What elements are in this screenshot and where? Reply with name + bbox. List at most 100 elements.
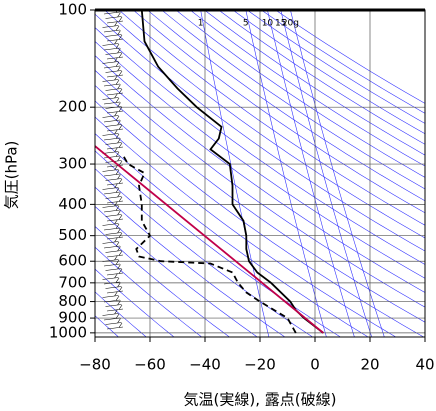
wind-barb xyxy=(103,259,121,267)
dry-adiabat xyxy=(95,246,202,337)
mixing-ratio-line xyxy=(267,10,355,337)
wind-barb xyxy=(105,48,122,55)
dry-adiabat xyxy=(161,10,425,190)
y-tick-label: 600 xyxy=(58,252,87,270)
dry-adiabat xyxy=(95,55,425,293)
wind-barb xyxy=(105,120,122,127)
wind-barb xyxy=(103,277,121,285)
x-axis-label: 気温(実線), 露点(破線) xyxy=(184,391,337,409)
wind-barb xyxy=(102,183,119,190)
profiles xyxy=(95,10,324,334)
dry-adiabat xyxy=(95,69,425,308)
wind-barb xyxy=(105,264,122,271)
profile-line xyxy=(121,153,297,334)
dry-adiabat xyxy=(261,10,425,114)
wind-barb xyxy=(103,205,121,213)
wind-barb xyxy=(103,151,121,159)
wind-barb xyxy=(105,192,122,199)
wind-barb xyxy=(105,282,122,289)
dry-adiabat xyxy=(95,133,369,337)
dry-adiabat xyxy=(118,10,425,226)
wind-barb xyxy=(102,255,119,262)
wind-barbs xyxy=(102,10,124,330)
wind-barb xyxy=(102,129,119,136)
wind-barb xyxy=(102,291,119,298)
wind-barb xyxy=(102,201,119,208)
wind-barb xyxy=(102,273,119,280)
x-tick-label: 0 xyxy=(310,356,320,374)
dry-adiabat xyxy=(275,10,425,104)
wind-barb xyxy=(106,322,124,330)
y-tick-label: 400 xyxy=(58,195,87,213)
wind-barb xyxy=(102,309,119,316)
y-tick-label: 300 xyxy=(58,155,87,173)
wind-barb xyxy=(106,124,124,132)
dry-adiabat xyxy=(95,226,230,337)
wind-barb xyxy=(103,241,121,249)
wind-barb xyxy=(105,102,122,109)
wind-barb xyxy=(102,93,119,100)
wind-barb xyxy=(106,214,124,222)
wind-barb xyxy=(106,52,124,60)
wind-barb xyxy=(102,165,119,172)
wind-barb xyxy=(103,25,121,33)
wind-barb xyxy=(106,268,124,276)
dry-adiabat xyxy=(218,10,425,145)
dry-adiabat xyxy=(133,10,425,214)
dry-adiabat xyxy=(95,205,258,337)
dry-adiabat xyxy=(189,10,425,167)
wind-barb xyxy=(106,250,124,258)
dry-adiabat xyxy=(95,116,396,337)
wind-barb xyxy=(103,61,121,69)
wind-barb xyxy=(105,66,122,73)
dry-adiabat xyxy=(95,84,425,323)
wind-barb xyxy=(102,57,119,64)
x-tick-label: 20 xyxy=(360,356,379,374)
wind-barb xyxy=(105,300,122,307)
wind-barb xyxy=(106,160,124,168)
dry-adiabat xyxy=(147,10,425,202)
y-tick-label: 200 xyxy=(58,98,87,116)
wind-barb xyxy=(106,142,124,150)
mixing-ratio-line xyxy=(280,10,372,337)
dry-adiabat xyxy=(95,13,425,252)
wind-barb xyxy=(103,187,121,195)
wind-barb xyxy=(105,210,122,217)
wind-barb xyxy=(103,169,121,177)
x-tick-label: −80 xyxy=(79,356,111,374)
wind-barb xyxy=(106,70,124,78)
y-tick-label: 900 xyxy=(58,309,87,327)
dry-adiabat xyxy=(232,10,425,135)
wind-barb xyxy=(106,304,124,312)
wind-barb xyxy=(105,30,122,37)
dry-adiabat xyxy=(95,268,175,337)
wind-barb xyxy=(105,246,122,253)
x-tick-label: 40 xyxy=(415,356,434,374)
wind-barb xyxy=(106,88,124,96)
profile-line xyxy=(140,10,324,334)
dry-adiabat xyxy=(95,150,341,337)
wind-barb xyxy=(106,232,124,240)
wind-barb xyxy=(106,286,124,294)
wind-barb xyxy=(103,313,121,321)
mixing-ratio-label: 15 xyxy=(275,19,286,29)
wind-barb xyxy=(105,228,122,235)
wind-barb xyxy=(102,75,119,82)
wind-barb xyxy=(103,97,121,105)
y-tick-label: 1000 xyxy=(49,323,87,341)
wind-barb xyxy=(106,196,124,204)
mixing-ratio-label: 10 xyxy=(262,19,274,29)
dry-adiabat xyxy=(204,10,425,156)
wind-barb xyxy=(105,318,122,325)
wind-barb xyxy=(103,43,121,51)
wind-barb xyxy=(103,115,121,123)
mixing-ratio-label: 1 xyxy=(198,19,204,29)
wind-barb xyxy=(105,84,122,91)
mixing-ratio-label: 20g xyxy=(282,19,299,29)
wind-barb xyxy=(105,138,122,145)
mixing-ratio-line xyxy=(290,10,385,337)
dry-adiabat xyxy=(95,27,425,265)
wind-barb xyxy=(103,133,121,141)
profile-line xyxy=(95,145,324,334)
